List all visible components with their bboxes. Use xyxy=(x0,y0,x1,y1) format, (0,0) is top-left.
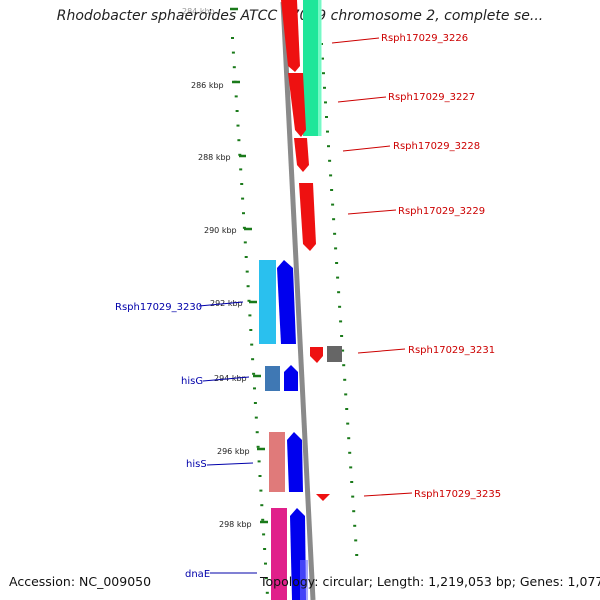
topology-text: Topology: circular; Length: 1,219,053 bp… xyxy=(260,574,600,589)
scale-label: 290 kbp xyxy=(204,226,237,235)
accession-text: Accession: NC_009050 xyxy=(9,574,152,589)
feature-block-magenta xyxy=(271,508,287,600)
feature-block-cyan xyxy=(259,260,276,344)
gene-label: Rsph17029_3226 xyxy=(381,33,468,44)
gene-label: Rsph17029_3229 xyxy=(398,206,485,217)
feature-block-gray xyxy=(327,346,342,362)
gene-label: hisS xyxy=(186,459,207,470)
gene-labels-right: Rsph17029_3226 Rsph17029_3227 Rsph17029_… xyxy=(331,33,501,500)
gene-arrow-3226 xyxy=(281,0,300,72)
tick-column-right xyxy=(320,43,359,556)
gene-label: hisG xyxy=(181,376,203,387)
scale-label: 284 kbp xyxy=(182,7,215,16)
gene-arrow-3229 xyxy=(299,183,316,251)
scale-label: 298 kbp xyxy=(219,520,252,529)
gene-arrow-3227 xyxy=(288,73,306,137)
gene-arrow-3235 xyxy=(316,494,330,501)
gene-arrow-3228 xyxy=(294,138,309,172)
map-title: Rhodobacter sphaeroides ATCC 17029 chrom… xyxy=(56,8,544,24)
gene-arrow-hisG xyxy=(284,365,298,391)
gene-label: Rsph17029_3231 xyxy=(408,345,495,356)
gene-arrow-3230 xyxy=(277,260,296,344)
chromosome-backbone xyxy=(280,1,316,600)
gene-label: Rsph17029_3228 xyxy=(393,141,480,152)
feature-blocks-right xyxy=(281,0,342,501)
gene-labels-left: Rsph17029_3230 hisG hisS dnaE xyxy=(115,301,257,580)
feature-block-pink xyxy=(269,432,285,492)
scale-label: 288 kbp xyxy=(198,153,231,162)
scale-labels: 284 kbp 286 kbp 288 kbp 290 kbp 292 kbp … xyxy=(182,7,268,529)
gene-label: Rsph17029_3227 xyxy=(388,92,475,103)
feature-block-steelblue xyxy=(265,366,280,391)
scale-label: 296 kbp xyxy=(217,447,250,456)
gene-arrow-3231 xyxy=(310,347,323,363)
feature-block-green xyxy=(303,0,321,136)
gene-label: Rsph17029_3230 xyxy=(115,302,202,313)
gene-arrow-hisS xyxy=(287,432,303,492)
gene-label: dnaE xyxy=(185,569,210,580)
feature-blocks-left xyxy=(259,260,308,600)
gene-label: Rsph17029_3235 xyxy=(414,489,501,500)
scale-label: 286 kbp xyxy=(191,81,224,90)
